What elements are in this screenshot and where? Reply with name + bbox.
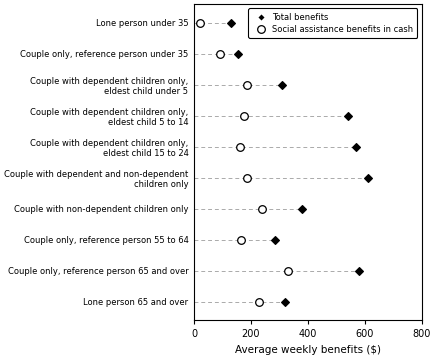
- Legend: Total benefits, Social assistance benefits in cash: Total benefits, Social assistance benefi…: [247, 8, 417, 38]
- X-axis label: Average weekly benefits ($): Average weekly benefits ($): [234, 345, 380, 355]
